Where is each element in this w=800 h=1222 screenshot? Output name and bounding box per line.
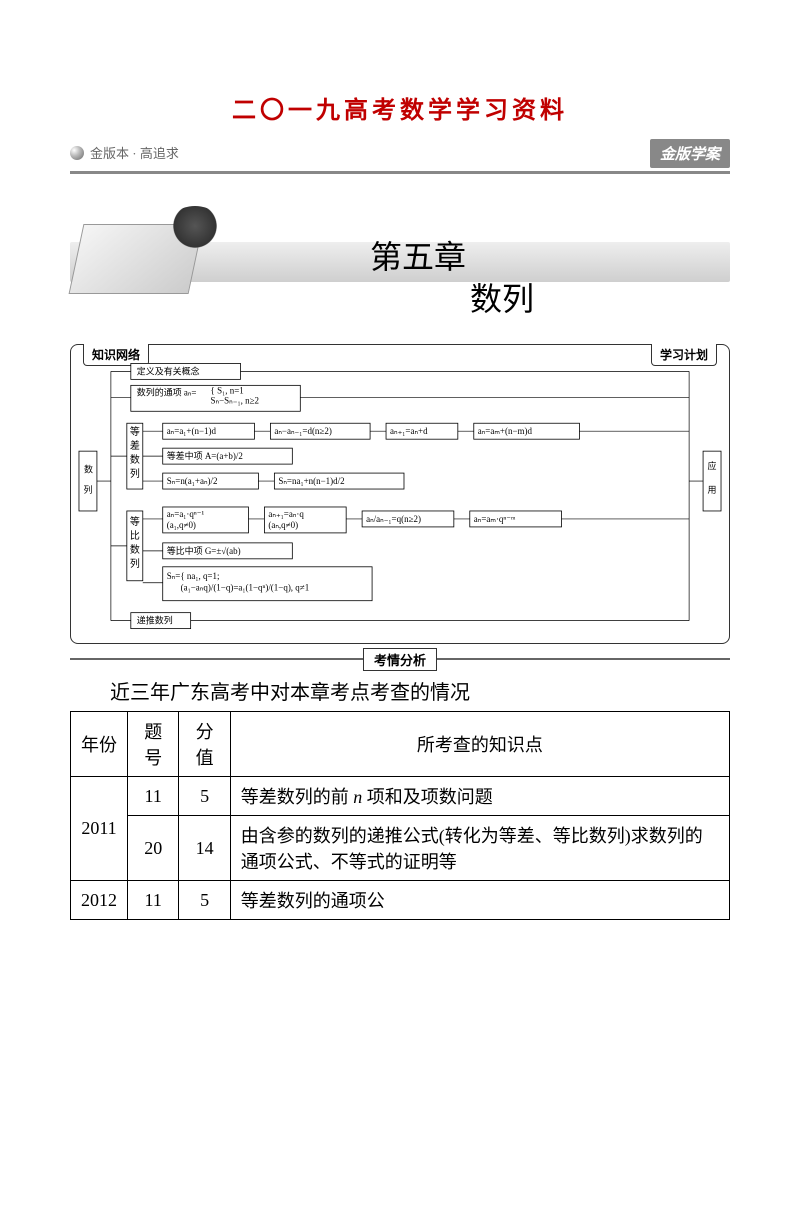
cell-qno: 11: [128, 777, 179, 816]
svg-text:用: 用: [708, 485, 717, 495]
cell-score: 5: [179, 777, 230, 816]
cell-knowledge: 等差数列的前 n 项和及项数问题: [230, 777, 729, 816]
table-row: 20 14 由含参的数列的递推公式(转化为等差、等比数列)求数列的通项公式、不等…: [71, 816, 730, 881]
brand-left: 金版本 · 高追求: [70, 143, 730, 162]
svg-text:应: 应: [708, 460, 717, 471]
svg-text:比: 比: [130, 529, 140, 542]
th-year: 年份: [71, 712, 128, 777]
chapter-number: 第五章: [370, 232, 466, 278]
th-knowledge: 所考查的知识点: [230, 712, 729, 777]
svg-text:数: 数: [83, 463, 93, 474]
cell-score: 14: [179, 816, 230, 881]
table-row: 2012 11 5 等差数列的通项公: [71, 881, 730, 920]
knowledge-network-box: 知识网络 学习计划 数 列 应 用 定义及有关概念 数列的通项 aₙ= { S₁…: [70, 344, 730, 644]
svg-text:数: 数: [130, 543, 140, 556]
table-row: 2011 11 5 等差数列的前 n 项和及项数问题: [71, 777, 730, 816]
svg-text:等比中项 G=±√(ab): 等比中项 G=±√(ab): [167, 545, 241, 556]
cell-knowledge: 由含参的数列的递推公式(转化为等差、等比数列)求数列的通项公式、不等式的证明等: [230, 816, 729, 881]
svg-text:(a₁−aₙq)/(1−q)=a₁(1−qⁿ)/(1−q),: (a₁−aₙq)/(1−q)=a₁(1−qⁿ)/(1−q), q≠1: [181, 583, 310, 593]
svg-text:Sₙ−Sₙ₋₁, n≥2: Sₙ−Sₙ₋₁, n≥2: [211, 395, 259, 405]
cell-year: 2012: [71, 881, 128, 920]
svg-text:递推数列: 递推数列: [137, 615, 173, 626]
chapter-banner: 第五章 数列: [70, 214, 730, 334]
exam-table: 年份 题号 分值 所考查的知识点 2011 11 5 等差数列的前 n 项和及项…: [70, 711, 730, 920]
page-title: 二〇一九高考数学学习资料: [0, 90, 800, 125]
svg-text:列: 列: [130, 557, 140, 570]
cell-score: 5: [179, 881, 230, 920]
svg-text:(a₁,q≠0): (a₁,q≠0): [167, 520, 196, 530]
svg-text:等: 等: [130, 515, 140, 528]
brand-dot-icon: [70, 146, 84, 160]
svg-text:aₙ−aₙ₋₁=d(n≥2): aₙ−aₙ₋₁=d(n≥2): [274, 426, 331, 436]
network-diagram: 数 列 应 用 定义及有关概念 数列的通项 aₙ= { S₁, n=1 Sₙ−S…: [71, 361, 729, 641]
analysis-bar: 考情分析: [70, 648, 730, 670]
svg-text:差: 差: [130, 439, 140, 452]
svg-text:等差中项 A=(a+b)/2: 等差中项 A=(a+b)/2: [167, 450, 243, 461]
svg-text:Sₙ=n(a₁+aₙ)/2: Sₙ=n(a₁+aₙ)/2: [167, 476, 218, 486]
svg-text:Sₙ=na₁+n(n−1)d/2: Sₙ=na₁+n(n−1)d/2: [278, 476, 344, 486]
svg-text:aₙ₊₁=aₙ+d: aₙ₊₁=aₙ+d: [390, 426, 428, 436]
svg-text:等: 等: [130, 425, 140, 438]
svg-text:{ S₁, n=1: { S₁, n=1: [211, 385, 244, 395]
svg-text:(aₙ,q≠0): (aₙ,q≠0): [268, 520, 298, 530]
svg-text:定义及有关概念: 定义及有关概念: [137, 365, 200, 376]
svg-text:数: 数: [130, 453, 140, 466]
cell-qno: 20: [128, 816, 179, 881]
divider: [70, 171, 730, 174]
banner-tree-icon: [165, 206, 225, 256]
svg-text:aₙ/aₙ₋₁=q(n≥2): aₙ/aₙ₋₁=q(n≥2): [366, 514, 421, 524]
cell-year: 2011: [71, 777, 128, 881]
svg-text:列: 列: [83, 484, 92, 495]
table-header-row: 年份 题号 分值 所考查的知识点: [71, 712, 730, 777]
brand-right-badge: 金版学案: [650, 139, 730, 168]
svg-text:aₙ₊₁=aₙ·q: aₙ₊₁=aₙ·q: [268, 509, 304, 519]
chapter-title: 数列: [470, 274, 534, 320]
analysis-label: 考情分析: [363, 648, 437, 671]
brand-left-text: 金版本 · 高追求: [90, 143, 179, 162]
th-score: 分值: [179, 712, 230, 777]
th-qno: 题号: [128, 712, 179, 777]
cell-qno: 11: [128, 881, 179, 920]
svg-text:列: 列: [130, 467, 140, 480]
svg-text:数列的通项 aₙ=: 数列的通项 aₙ=: [137, 386, 197, 397]
svg-text:aₙ=aₘ+(n−m)d: aₙ=aₘ+(n−m)d: [478, 426, 533, 436]
svg-text:aₙ=a₁·qⁿ⁻¹: aₙ=a₁·qⁿ⁻¹: [167, 509, 205, 519]
svg-text:Sₙ={ na₁, q=1;: Sₙ={ na₁, q=1;: [167, 571, 220, 581]
table-caption: 近三年广东高考中对本章考点考查的情况: [110, 676, 730, 705]
svg-text:aₙ=a₁+(n−1)d: aₙ=a₁+(n−1)d: [167, 426, 217, 436]
svg-text:aₙ=aₘ·qⁿ⁻ᵐ: aₙ=aₘ·qⁿ⁻ᵐ: [474, 514, 516, 524]
cell-knowledge: 等差数列的通项公: [230, 881, 729, 920]
brand-bar: 金版本 · 高追求 金版学案: [70, 143, 730, 169]
